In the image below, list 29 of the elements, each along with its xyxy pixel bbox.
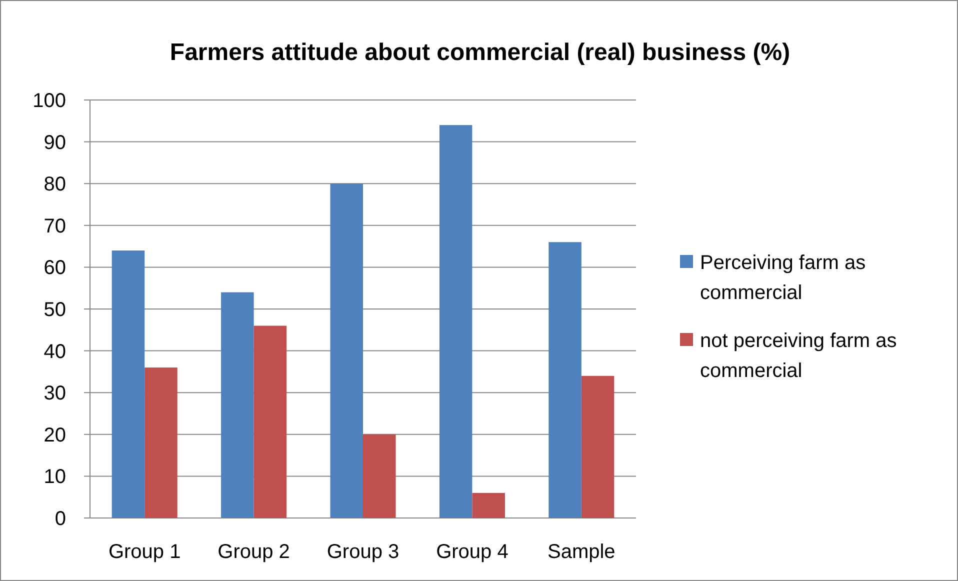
x-tick-label: Group 1 bbox=[108, 541, 181, 563]
legend-label: Perceiving farm as commercial bbox=[700, 252, 866, 304]
x-tick-label: Group 4 bbox=[436, 541, 508, 563]
y-tick-label: 90 bbox=[44, 132, 66, 154]
bar bbox=[330, 184, 363, 518]
bar bbox=[472, 492, 505, 518]
y-tick-label: 0 bbox=[54, 508, 66, 530]
bar bbox=[439, 125, 472, 518]
y-tick-label: 100 bbox=[32, 90, 66, 112]
y-tick-label: 80 bbox=[44, 174, 66, 196]
y-tick-label: 40 bbox=[44, 340, 66, 363]
legend-label: not perceiving farm as commercial bbox=[700, 330, 897, 382]
bar bbox=[221, 292, 254, 518]
y-tick-label: 10 bbox=[44, 466, 66, 488]
chart-title: Farmers attitude about commercial (real) business (%) bbox=[170, 39, 790, 66]
bar bbox=[363, 434, 396, 518]
x-tick-label: Sample bbox=[547, 541, 616, 563]
y-tick-label: 60 bbox=[44, 257, 66, 280]
bar bbox=[112, 250, 145, 518]
bar bbox=[548, 242, 582, 518]
bar bbox=[144, 368, 178, 518]
y-tick-label: 30 bbox=[44, 382, 66, 405]
y-tick-label: 50 bbox=[44, 299, 66, 321]
y-tick-label: 70 bbox=[44, 215, 66, 238]
x-tick-label: Group 2 bbox=[218, 541, 290, 563]
bar bbox=[581, 376, 614, 518]
x-tick-label: Group 3 bbox=[326, 541, 400, 563]
y-tick-label: 20 bbox=[44, 424, 66, 446]
bar bbox=[254, 326, 287, 518]
